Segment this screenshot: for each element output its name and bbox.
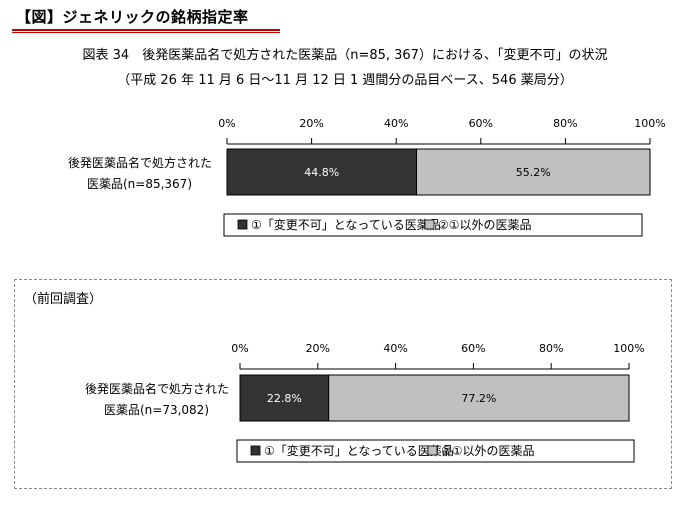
x-tick-label-current: 40%: [384, 117, 408, 130]
x-tick-label-current: 100%: [634, 117, 665, 130]
data-label-previous-1: 22.8%: [267, 392, 302, 405]
x-tick-label-previous: 60%: [461, 342, 485, 355]
chart-caption: 図表 34 後発医薬品名で処方された医薬品（n=85, 367）における、「変更…: [82, 48, 608, 63]
legend-swatch-previous-2: [427, 445, 438, 456]
x-tick-label-previous: 80%: [539, 342, 563, 355]
previous-survey-frame: [14, 279, 672, 489]
legend-label-previous-2: ②①以外の医薬品: [441, 444, 535, 458]
category-label-previous: 後発医薬品名で処方された: [85, 381, 229, 396]
data-label-current-1: 44.8%: [304, 166, 339, 179]
bar-segment-current-1: [226, 148, 418, 196]
x-tick-label-current: 60%: [469, 117, 493, 130]
title-underline: [12, 29, 280, 31]
legend-swatch-current-2: [424, 219, 435, 230]
x-tick-label-previous: 20%: [306, 342, 330, 355]
previous-survey-label: （前回調査）: [24, 292, 103, 307]
bar-segment-current-2: [416, 148, 651, 196]
x-tick-label-current: 20%: [299, 117, 323, 130]
x-tick-label-current: 80%: [553, 117, 577, 130]
category-label-current: 医薬品(n=85,367): [87, 177, 192, 191]
data-label-previous-2: 77.2%: [461, 392, 496, 405]
x-tick-label-current: 0%: [218, 117, 235, 130]
title-underline-thin: [12, 32, 280, 33]
x-tick-label-previous: 100%: [613, 342, 644, 355]
x-tick-label-previous: 0%: [231, 342, 248, 355]
x-tick-label-previous: 40%: [383, 342, 407, 355]
chart-subcaption: （平成 26 年 11 月 6 日～11 月 12 日 1 週間分の品目ベース、…: [117, 73, 573, 88]
legend-label-previous-1: ①「変更不可」となっている医薬品: [264, 443, 454, 458]
category-label-previous: 医薬品(n=73,082): [104, 403, 209, 417]
page-title: 【図】ジェネリックの銘柄指定率: [16, 8, 249, 26]
legend-swatch-current-1: [237, 219, 248, 230]
bar-segment-previous-2: [328, 374, 630, 422]
legend-swatch-previous-1: [250, 445, 261, 456]
legend-label-current-2: ②①以外の医薬品: [438, 218, 532, 232]
legend-label-current-1: ①「変更不可」となっている医薬品: [251, 217, 441, 232]
data-label-current-2: 55.2%: [516, 166, 551, 179]
category-label-current: 後発医薬品名で処方された: [68, 155, 212, 170]
